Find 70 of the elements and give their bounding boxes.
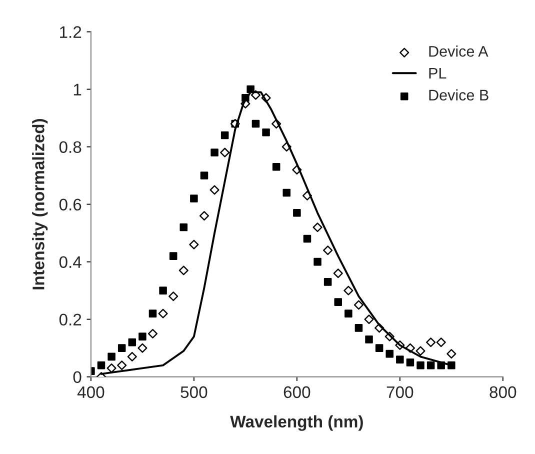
- point: [354, 324, 363, 332]
- point: [386, 350, 394, 358]
- point: [138, 332, 146, 340]
- point: [334, 298, 342, 306]
- point: [148, 328, 158, 338]
- point: [436, 338, 446, 348]
- point: [158, 308, 168, 318]
- legend-label: PL: [429, 68, 446, 78]
- point: [169, 252, 178, 260]
- point: [314, 258, 322, 266]
- y-tick-label: 1.2: [60, 26, 82, 38]
- y-tick-label: 0.6: [59, 198, 82, 211]
- point: [168, 292, 178, 302]
- x-axis-title: Wavelength (nm): [230, 415, 363, 431]
- point: [344, 310, 352, 318]
- point: [354, 300, 364, 310]
- point: [200, 172, 208, 180]
- point: [262, 128, 270, 136]
- x-tick-label: 700: [386, 386, 414, 398]
- point: [426, 361, 435, 370]
- point: [210, 185, 220, 195]
- point: [333, 268, 343, 278]
- point: [282, 188, 291, 197]
- point: [312, 222, 322, 232]
- point: [220, 131, 229, 140]
- point: [210, 148, 218, 156]
- y-tick-label: 1: [74, 84, 82, 96]
- point: [180, 223, 188, 232]
- point: [426, 338, 436, 348]
- point: [148, 310, 157, 318]
- point: [106, 363, 116, 373]
- point: [375, 344, 384, 352]
- legend-label: Device A: [429, 46, 488, 57]
- y-tick-label: 0.4: [59, 256, 82, 268]
- point: [365, 336, 373, 344]
- point: [272, 163, 280, 171]
- y-tick-label: 0.8: [59, 141, 82, 153]
- legend-label: Device B: [429, 89, 488, 101]
- point: [138, 343, 148, 353]
- x-tick-label: 500: [180, 386, 208, 398]
- point: [396, 356, 404, 364]
- x-tick-label: 800: [490, 386, 516, 398]
- point: [446, 349, 456, 359]
- point: [324, 278, 332, 286]
- point: [199, 211, 210, 221]
- point: [364, 314, 374, 324]
- y-tick-label: 0.2: [59, 314, 82, 326]
- point: [117, 360, 127, 370]
- point: [220, 148, 230, 158]
- point: [118, 344, 126, 352]
- point: [128, 338, 136, 346]
- point: [344, 286, 354, 296]
- point: [159, 286, 167, 294]
- point: [190, 194, 198, 202]
- point: [127, 352, 137, 362]
- point: [178, 266, 188, 276]
- x-tick-label: 400: [77, 386, 104, 398]
- point: [189, 240, 199, 250]
- point: [416, 346, 426, 356]
- point: [252, 120, 260, 128]
- y-axis-title: Intensity (normalized): [32, 119, 48, 290]
- point: [108, 352, 116, 361]
- point: [323, 246, 333, 256]
- point: [406, 358, 414, 366]
- point: [293, 209, 301, 217]
- y-tick-label: 0: [73, 371, 82, 384]
- point: [416, 361, 424, 370]
- point: [303, 234, 312, 243]
- x-tick-label: 600: [284, 386, 310, 398]
- point: [97, 361, 106, 370]
